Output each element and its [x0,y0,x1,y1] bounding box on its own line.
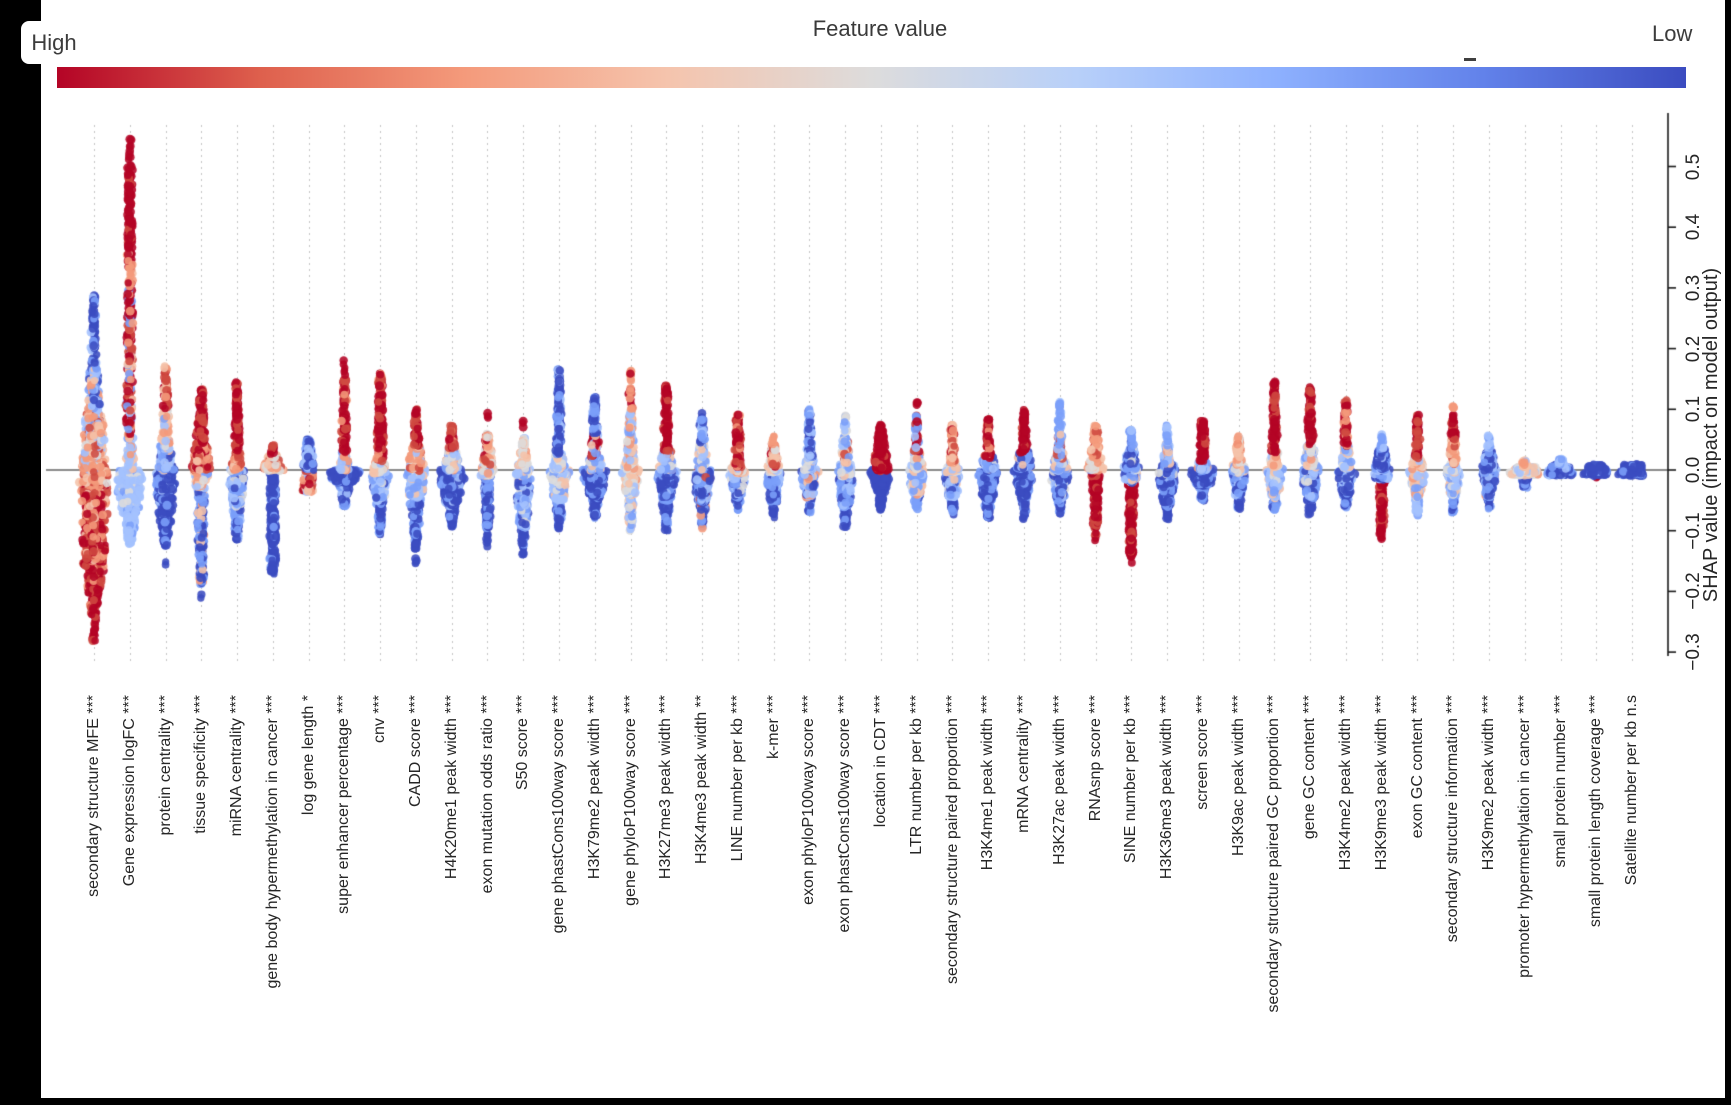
colorbar-high-label: High [31,29,77,55]
x-axis-feature-label: LTR number per kb *** [907,695,925,855]
x-axis-feature-label: H3K79me2 peak width *** [585,695,603,880]
colorbar-title: Feature value [812,16,948,41]
x-axis-feature-label: H3K27me3 peak width *** [657,695,675,880]
x-axis-feature-label: miRNA centrality *** [228,695,246,837]
x-axis-feature-label: exon phastCons100way score *** [836,695,854,933]
x-axis-feature-label: LINE number per kb *** [728,695,746,862]
y-axis-tick-label: −0.3 [1683,633,1704,671]
x-axis-feature-label: SINE number per kb *** [1122,695,1140,864]
colorbar-tick [1464,58,1476,61]
x-axis-feature-label: CADD score *** [406,695,424,808]
y-axis-title: SHAP value (impact on model output) [1700,267,1722,603]
feature-value-colorbar [57,67,1686,88]
x-axis-feature-label: secondary structure information *** [1444,695,1462,943]
colorbar-high-label-box: High [21,21,87,64]
x-axis-feature-label: H3K36me3 peak width *** [1158,695,1176,880]
x-axis-feature-label: exon mutation odds ratio *** [478,695,496,894]
x-axis-feature-label: mRNA centrality *** [1015,695,1032,833]
x-axis-feature-label: H3K4me3 peak width ** [693,695,711,864]
x-axis-feature-label: secondary structure paired GC proportion… [1265,695,1283,1013]
x-axis-feature-label: screen score *** [1193,695,1211,810]
x-axis-feature-label: small protein length coverage *** [1587,695,1605,928]
x-axis-feature-label: secondary structure MFE *** [85,695,102,897]
x-axis-feature-label: RNAsnp score *** [1086,695,1104,822]
x-axis-feature-label: tissue specificity *** [192,695,210,834]
x-axis-feature-label: H3K4me2 peak width *** [1337,695,1354,871]
x-axis-feature-label: Satellite number per kb n.s [1623,695,1641,886]
x-axis-feature-label: gene body hypermethylation in cancer *** [263,695,281,989]
x-axis-feature-label: H4K20me1 peak width *** [442,695,460,880]
x-axis-feature-label: secondary structure paired proportion **… [943,695,961,985]
x-axis-feature-label: promoter hypermethylation in cancer *** [1515,695,1533,978]
x-axis-feature-label: cnv *** [371,695,389,744]
x-axis-feature-label: gene GC content *** [1301,695,1319,840]
x-axis-feature-label: location in CDT *** [871,695,889,828]
x-axis-feature-label: super enhancer percentage *** [335,695,353,914]
x-axis-feature-label: H3K9ac peak width *** [1229,695,1247,856]
x-axis-feature-label: Gene expression logFC *** [120,695,138,887]
x-axis-feature-label: exon GC content *** [1408,695,1426,839]
y-axis-tick-label: 0.5 [1683,153,1704,180]
x-axis-feature-label: H3K9me2 peak width *** [1480,695,1497,871]
x-axis-feature-label: small protein number *** [1551,695,1569,868]
x-axis-feature-label: H3K4me1 peak width *** [979,695,997,871]
x-axis-feature-label: k-mer *** [764,695,782,760]
x-axis-feature-label: H3K9me3 peak width *** [1372,695,1390,871]
x-axis-feature-label: H3K27ac peak width *** [1050,695,1068,865]
x-axis-feature-label: protein centrality *** [156,695,174,836]
x-axis-feature-label: exon phyloP100way score *** [800,695,818,905]
y-axis-tick-label: 0.4 [1683,213,1704,241]
x-axis-feature-label: gene phyloP100way score *** [621,695,639,906]
x-axis-feature-label: log gene length * [299,695,317,816]
colorbar-low-label: Low [1652,21,1693,46]
x-axis-feature-label: S50 score *** [514,695,532,791]
x-axis-feature-label: gene phastCons100way score *** [550,695,567,934]
